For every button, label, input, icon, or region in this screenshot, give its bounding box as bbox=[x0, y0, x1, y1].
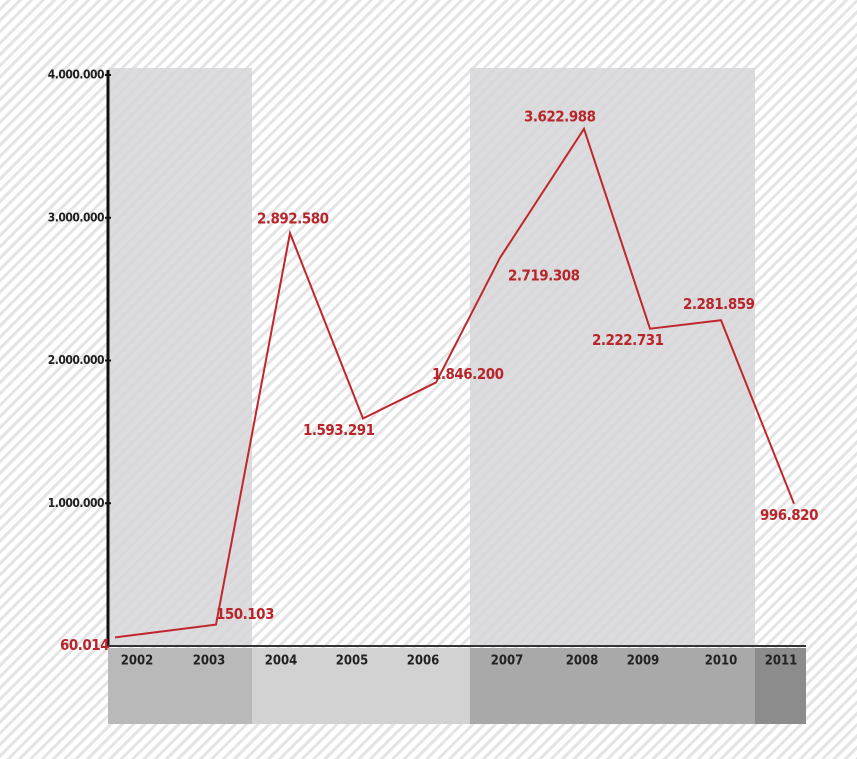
x-tick-label: 2011 bbox=[765, 654, 798, 669]
photo bbox=[108, 648, 252, 724]
photo bbox=[252, 648, 470, 724]
y-tick-label: 1.000.000 bbox=[48, 496, 104, 510]
value-label: 1.593.291 bbox=[303, 421, 375, 439]
x-tick-label: 2010 bbox=[705, 654, 738, 669]
period-band bbox=[108, 68, 252, 646]
photo bbox=[470, 648, 755, 724]
y-tick-label: 4.000.000 bbox=[48, 68, 104, 82]
x-tick-label: 2002 bbox=[121, 654, 154, 669]
y-tick-label: 3.000.000 bbox=[48, 210, 104, 224]
value-label: 2.892.580 bbox=[257, 210, 329, 228]
x-tick-label: 2006 bbox=[407, 654, 440, 669]
value-label: 150.103 bbox=[216, 605, 274, 623]
photo bbox=[755, 648, 806, 724]
value-label: 2.719.308 bbox=[508, 266, 580, 284]
value-label: 2.222.731 bbox=[592, 331, 664, 349]
value-label: 3.622.988 bbox=[524, 107, 596, 125]
x-tick-label: 2003 bbox=[193, 654, 226, 669]
value-label: 1.846.200 bbox=[432, 365, 504, 383]
x-tick-label: 2008 bbox=[566, 654, 599, 669]
y-tick-label: 2.000.000 bbox=[48, 353, 104, 367]
period-band bbox=[470, 68, 755, 646]
x-tick-label: 2009 bbox=[627, 654, 660, 669]
x-tick-label: 2007 bbox=[491, 654, 524, 669]
x-tick-label: 2005 bbox=[336, 654, 369, 669]
value-label: 60.014 bbox=[60, 636, 109, 654]
line bbox=[114, 126, 795, 639]
value-label: 2.281.859 bbox=[683, 295, 755, 313]
value-label: 996.820 bbox=[760, 506, 818, 524]
x-tick-label: 2004 bbox=[265, 654, 298, 669]
